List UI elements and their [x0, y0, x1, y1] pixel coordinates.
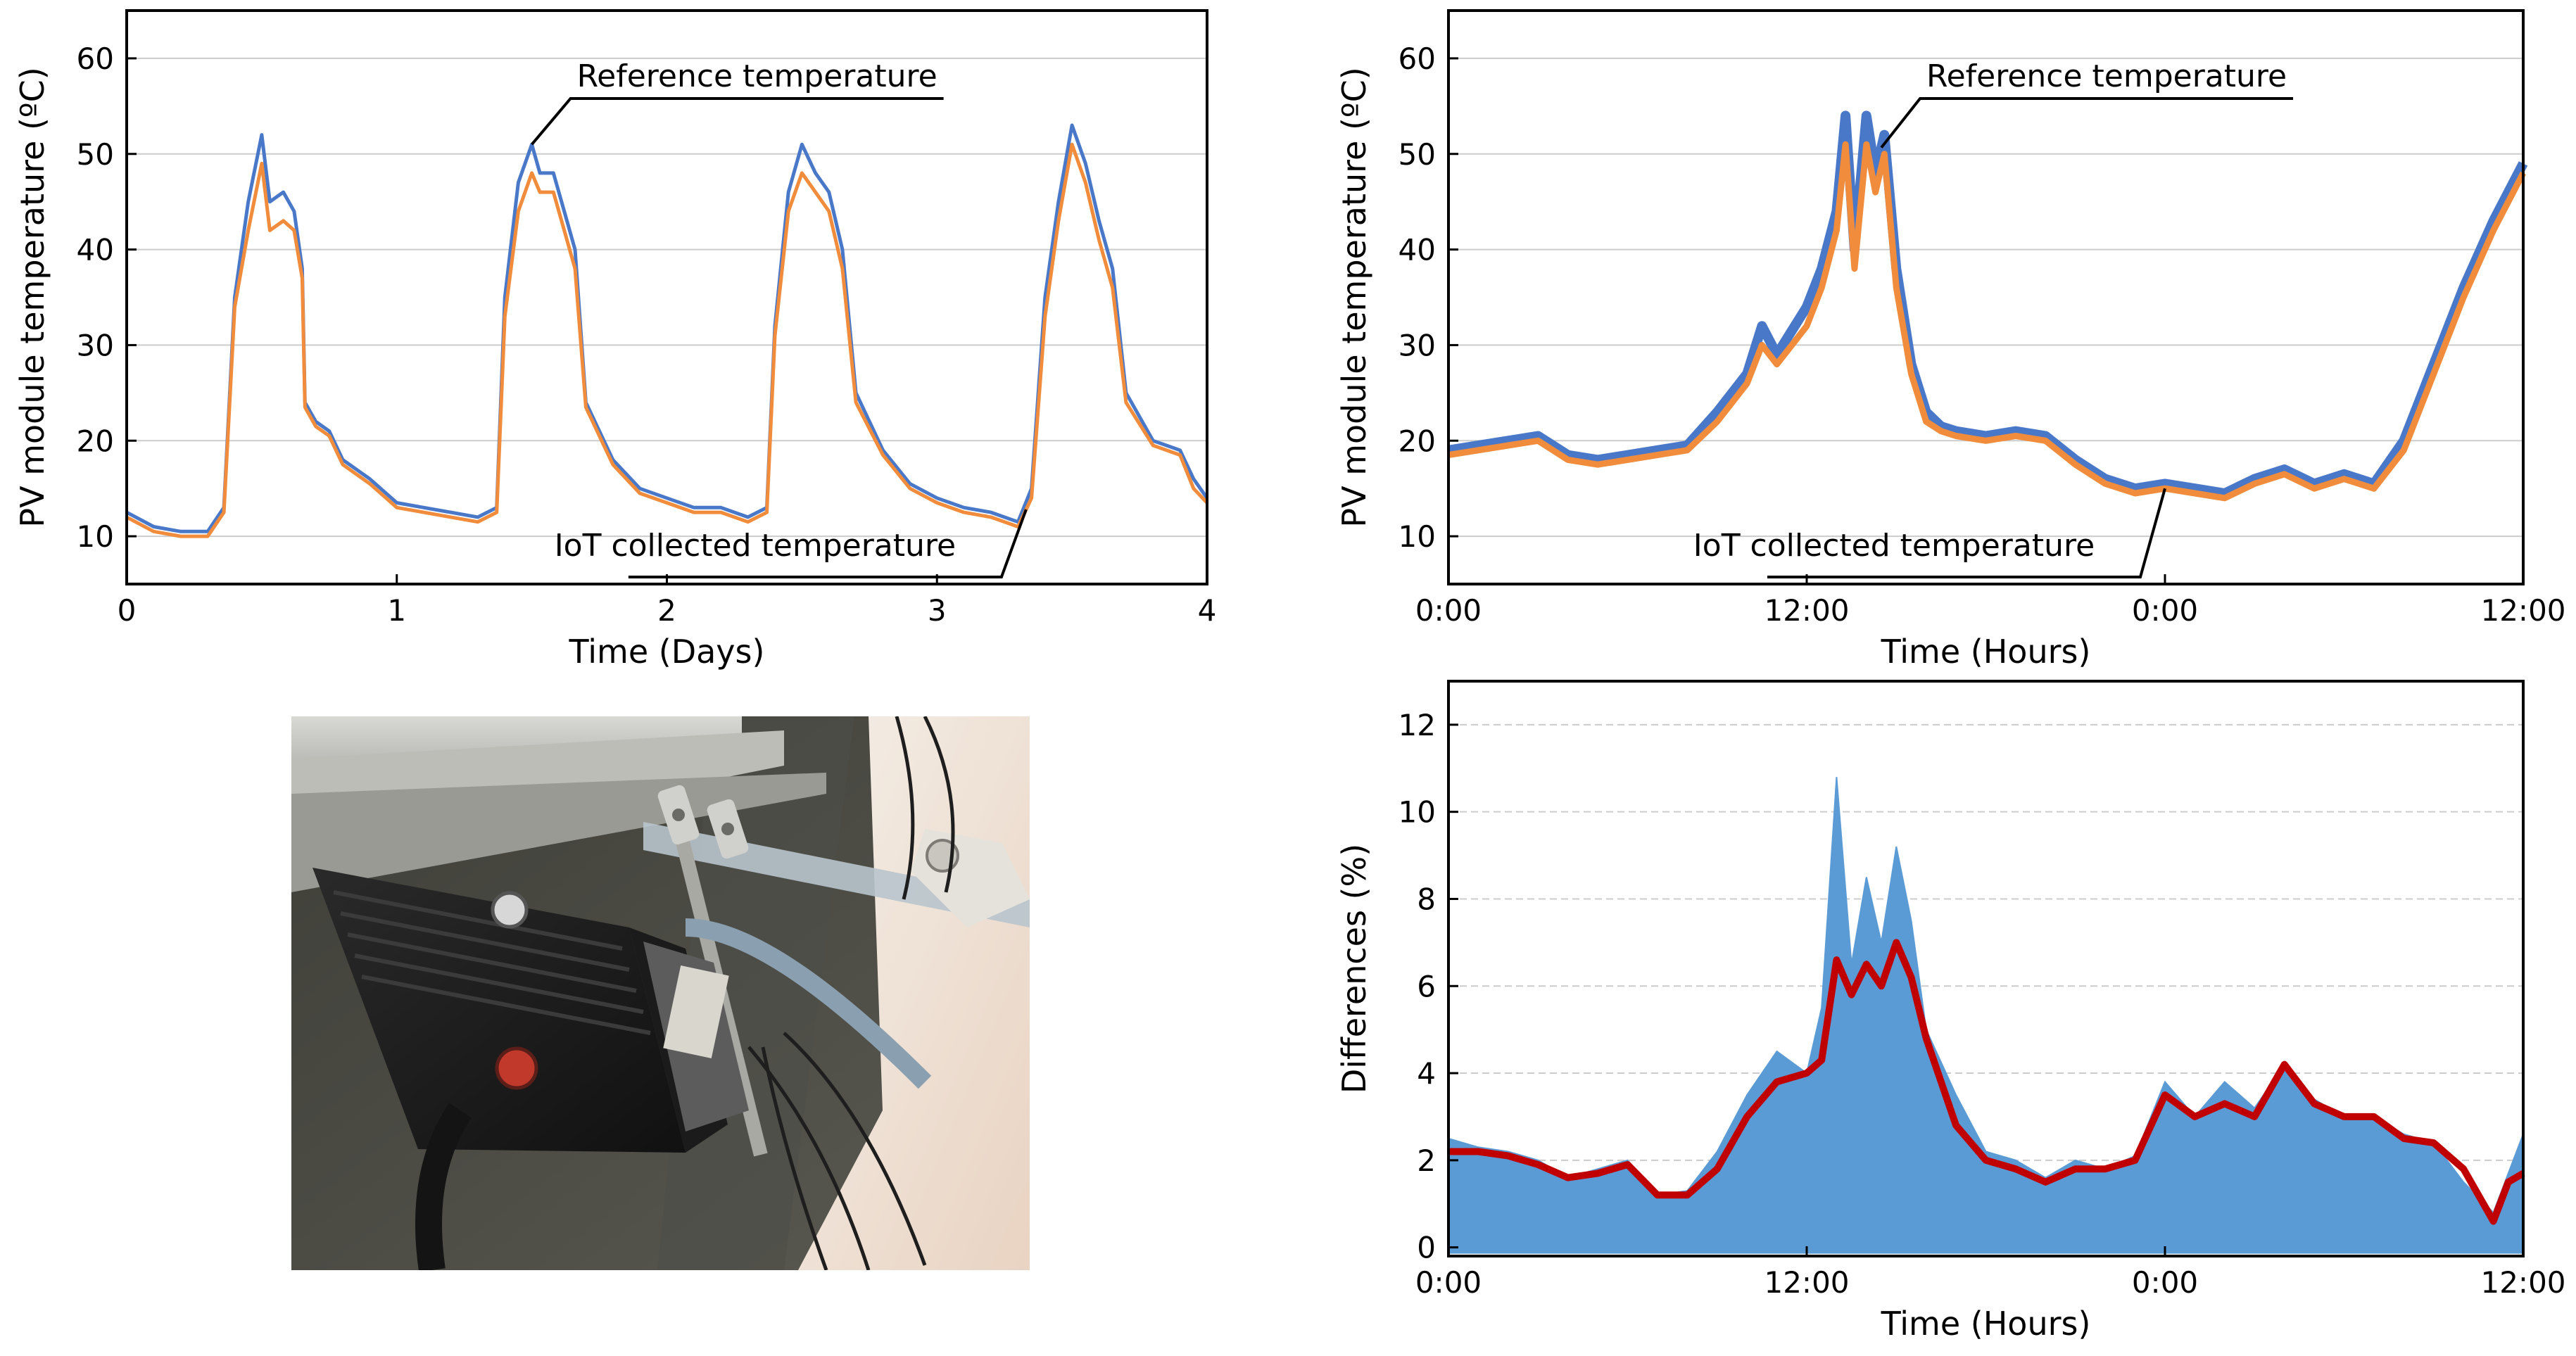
series-line-moving-average [1448, 939, 2525, 1225]
plot-frame [1447, 680, 2525, 1257]
x-tick-label: 0:00 [2132, 1265, 2198, 1300]
series-line-reference [1447, 110, 2528, 498]
x-tick-label: 0:00 [2132, 593, 2198, 628]
y-tick-label: 2 [1417, 1143, 1436, 1178]
x-tick-label: 0:00 [1415, 1265, 1482, 1300]
x-tick-label: 12:00 [2480, 1265, 2565, 1300]
annotation-label: Reference temperature [1926, 58, 2287, 94]
x-axis-label: Time (Hours) [1881, 633, 2091, 671]
y-tick-label: 10 [1399, 795, 1436, 830]
annotation-leader-line [1880, 97, 2294, 148]
y-tick-label: 20 [1399, 424, 1436, 458]
annotation-leader-line [531, 97, 944, 146]
y-axis-label: PV module temperature (ºC) [1335, 67, 1373, 527]
y-tick-label: 50 [77, 137, 114, 172]
x-tick-label: 1 [387, 593, 406, 628]
x-tick-label: 12:00 [2480, 593, 2565, 628]
annotation-leader-line [628, 509, 1028, 578]
series-line-iot [1448, 141, 2526, 502]
x-axis-label: Time (Hours) [1881, 1305, 2091, 1343]
y-tick-label: 50 [1399, 137, 1436, 172]
series-area-differences [1448, 777, 2524, 1254]
annotation-label: IoT collected temperature [1693, 528, 2095, 564]
y-tick-label: 20 [77, 424, 114, 458]
series-line-iot [125, 142, 1208, 538]
y-tick-label: 10 [1399, 519, 1436, 554]
annotation-leader-line [1767, 488, 2166, 578]
y-tick-label: 8 [1417, 882, 1436, 916]
x-tick-label: 4 [1198, 593, 1217, 628]
x-tick-label: 2 [657, 593, 676, 628]
y-tick-label: 60 [77, 42, 114, 76]
x-axis-label: Time (Days) [569, 633, 765, 671]
y-axis-label: Differences (%) [1335, 844, 1373, 1094]
y-tick-label: 6 [1417, 969, 1436, 1003]
y-tick-label: 12 [1399, 708, 1436, 742]
y-tick-label: 10 [77, 519, 114, 554]
chart-temperature-hours: Reference temperature IoT collected tempe… [1335, 9, 2566, 671]
y-tick-label: 0 [1417, 1231, 1436, 1265]
y-tick-label: 60 [1399, 42, 1436, 76]
iot-device-photo [291, 716, 1030, 1270]
x-tick-label: 0 [118, 593, 137, 628]
x-tick-label: 12:00 [1764, 1265, 1849, 1300]
y-tick-label: 30 [77, 328, 114, 362]
y-tick-label: 40 [77, 233, 114, 267]
x-tick-label: 0:00 [1415, 593, 1482, 628]
annotation-label: IoT collected temperature [555, 528, 956, 564]
x-tick-label: 12:00 [1764, 593, 1849, 628]
chart-differences: 0:00 12:00 0:00 12:00 0 2 4 6 8 10 12 Time (Hours) D… [1335, 680, 2566, 1343]
chart-temperature-days: Reference temperature IoT collected tempe… [13, 9, 1217, 671]
y-axis-label: PV module temperature (ºC) [13, 67, 51, 527]
annotation-label: Reference temperature [577, 58, 937, 94]
x-tick-label: 3 [928, 593, 947, 628]
y-tick-label: 40 [1399, 233, 1436, 267]
y-tick-label: 30 [1399, 328, 1436, 362]
plot-frame [1447, 9, 2525, 585]
y-tick-label: 4 [1417, 1056, 1436, 1091]
